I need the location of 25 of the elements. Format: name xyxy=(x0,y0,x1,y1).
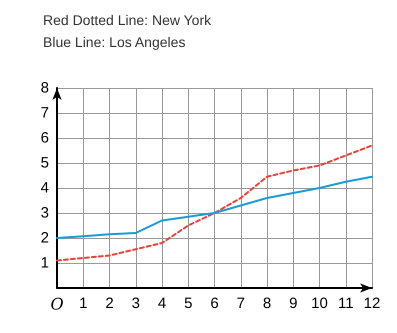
x-tick-label: 11 xyxy=(338,295,354,312)
y-tick-label: 6 xyxy=(40,130,49,146)
y-tick-label: 3 xyxy=(40,204,49,222)
y-tick-label: 1 xyxy=(40,254,49,272)
y-tick-label: 5 xyxy=(40,154,49,172)
chart-title: Red Dotted Line: New York xyxy=(43,12,212,28)
x-tick-label: 10 xyxy=(311,295,328,312)
x-tick-label: 3 xyxy=(132,295,140,312)
y-tick-label: 4 xyxy=(40,180,49,196)
x-tick-label: 12 xyxy=(364,295,380,312)
line-series xyxy=(56,176,373,239)
y-tick-label: 8 xyxy=(40,80,49,96)
x-tick-label: 8 xyxy=(262,295,272,312)
y-tick-label: 7 xyxy=(40,104,49,122)
x-tick-label: 1 xyxy=(79,295,88,312)
x-tick-label: 6 xyxy=(210,295,219,312)
y-tick-label: 2 xyxy=(40,230,49,246)
x-tick-label: 7 xyxy=(236,295,245,312)
x-tick-label: 9 xyxy=(289,295,298,312)
x-tick-label: 2 xyxy=(105,295,114,312)
line-series xyxy=(56,144,373,262)
chart-subtitle: Blue Line: Los Angeles xyxy=(43,34,186,50)
x-tick-label: 5 xyxy=(184,295,192,312)
x-tick-label: 4 xyxy=(158,295,166,312)
x-tick-label: O xyxy=(50,294,64,314)
